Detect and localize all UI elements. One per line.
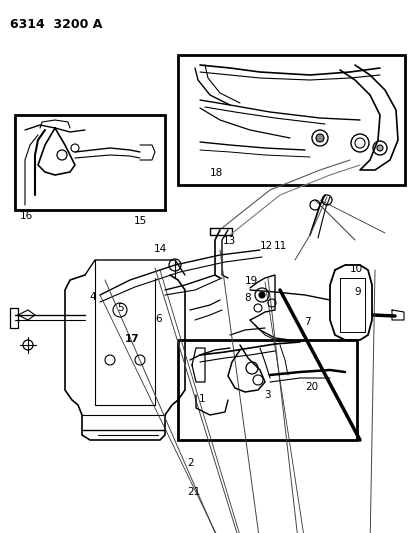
Text: 2: 2 — [188, 458, 194, 467]
Text: 4: 4 — [89, 293, 95, 302]
Text: 7: 7 — [304, 318, 310, 327]
Text: 14: 14 — [154, 245, 167, 254]
Text: 11: 11 — [274, 241, 287, 251]
Text: 19: 19 — [245, 277, 258, 286]
Text: 21: 21 — [187, 488, 200, 497]
Bar — [178, 340, 357, 440]
Text: 12: 12 — [260, 241, 273, 251]
Text: 17: 17 — [124, 334, 139, 344]
Text: 18: 18 — [210, 168, 223, 178]
Bar — [178, 55, 405, 185]
Text: 20: 20 — [305, 383, 318, 392]
Text: 8: 8 — [244, 294, 251, 303]
Text: 3: 3 — [264, 391, 271, 400]
Circle shape — [377, 145, 383, 151]
Text: 9: 9 — [354, 287, 361, 297]
Circle shape — [316, 134, 324, 142]
Text: 1: 1 — [199, 394, 206, 403]
Text: 13: 13 — [222, 236, 235, 246]
Text: 16: 16 — [20, 211, 33, 221]
Text: 5: 5 — [118, 303, 124, 313]
Text: 10: 10 — [350, 264, 363, 274]
Bar — [15, 115, 165, 210]
Text: 6314  3200 A: 6314 3200 A — [10, 18, 102, 31]
Text: 6: 6 — [155, 314, 162, 324]
Text: 15: 15 — [134, 216, 147, 226]
Circle shape — [259, 292, 265, 298]
